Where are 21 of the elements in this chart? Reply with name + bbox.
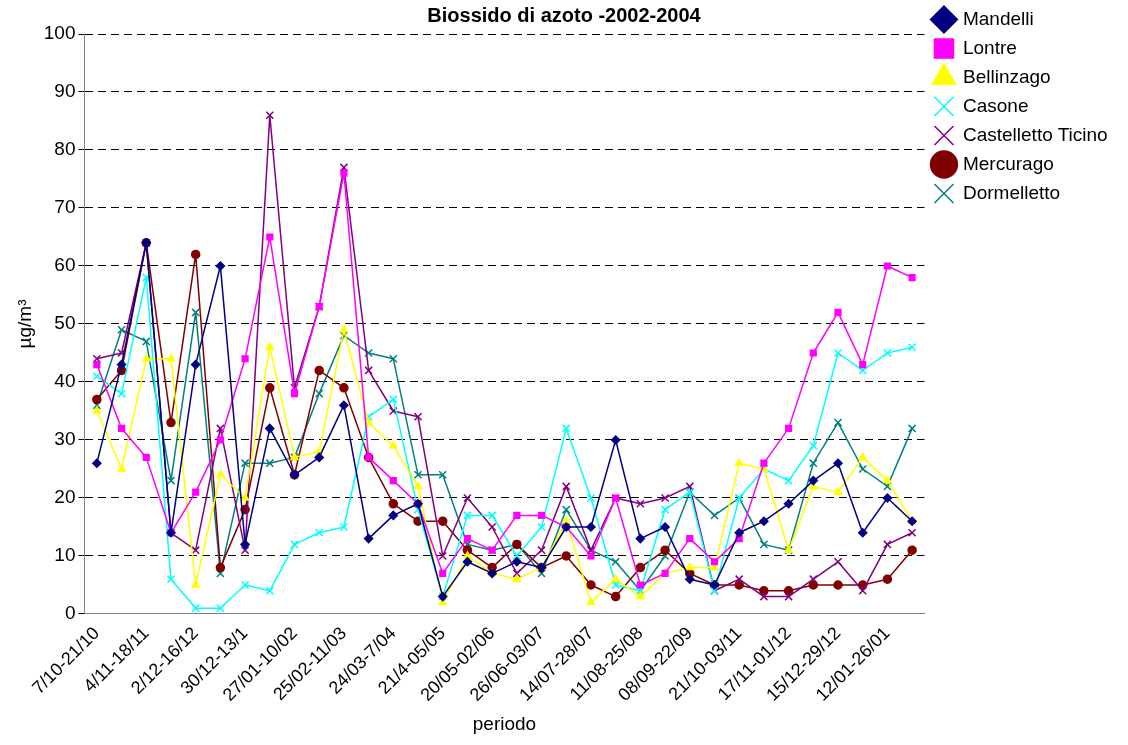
x-axis-title: periodo [472, 712, 537, 734]
y-tick-label: 0 [64, 602, 76, 624]
legend-label: Mandelli [962, 7, 1034, 29]
legend-label: Castelletto Ticino [962, 123, 1108, 145]
y-axis-title: µg/m³ [13, 299, 35, 349]
y-tick-label: 100 [43, 22, 76, 44]
chart-title: Biossido di azoto -2002-2004 [427, 3, 702, 26]
y-tick-label: 30 [54, 428, 76, 450]
y-tick-label: 60 [54, 254, 76, 276]
y-tick-label: 20 [54, 486, 76, 508]
legend-label: Bellinzago [962, 65, 1051, 87]
legend-label: Dormelletto [962, 181, 1061, 203]
y-tick-label: 70 [54, 196, 76, 218]
y-tick-label: 80 [54, 138, 76, 160]
legend-label: Casone [962, 94, 1029, 116]
legend-label: Lontre [962, 36, 1017, 58]
legend-label: Mercurago [962, 152, 1054, 174]
y-tick-label: 50 [54, 312, 76, 334]
y-tick-label: 10 [54, 544, 76, 566]
y-tick-label: 90 [54, 80, 76, 102]
y-tick-label: 40 [54, 370, 76, 392]
